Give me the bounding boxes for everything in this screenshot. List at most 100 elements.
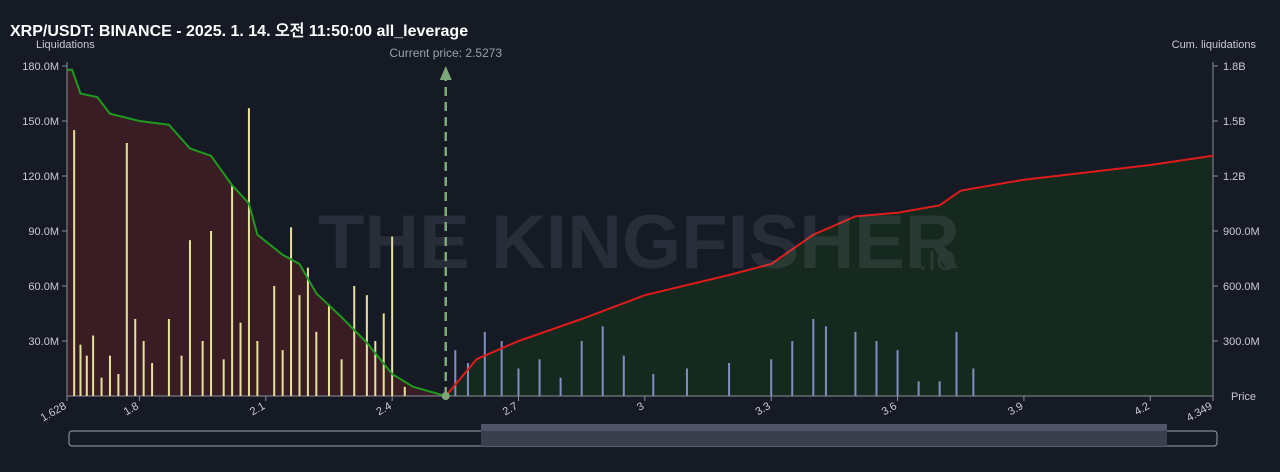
- bar: [559, 377, 562, 396]
- watermark-suffix: .io: [918, 237, 956, 278]
- scrollbar: [68, 424, 1218, 447]
- x-tick-label: 1.628: [39, 400, 69, 424]
- y2-tick-label: 1.8B: [1223, 61, 1246, 73]
- bar: [403, 386, 406, 396]
- bar: [247, 108, 250, 397]
- bar: [201, 341, 204, 396]
- bar: [728, 363, 731, 396]
- x-tick-label: 2.7: [501, 400, 520, 418]
- scroll-handle[interactable]: [481, 424, 1167, 431]
- x-tick-label: 3: [635, 400, 646, 413]
- bar: [239, 322, 242, 396]
- bar: [188, 240, 191, 396]
- current-price-arrow: [439, 66, 452, 80]
- watermark: THE KINGFISHER .io: [318, 200, 960, 285]
- bar: [791, 341, 794, 396]
- scroll-window[interactable]: [481, 431, 1167, 446]
- watermark-text: THE KINGFISHER: [318, 200, 960, 285]
- y2-tick-label: 1.2B: [1223, 171, 1246, 183]
- bar: [517, 368, 520, 396]
- bar: [955, 331, 958, 396]
- x-tick-label: 1.8: [122, 400, 141, 418]
- bar: [125, 143, 128, 396]
- x-tick-label: 4.2: [1132, 400, 1151, 418]
- bar: [685, 368, 688, 396]
- bar: [917, 381, 920, 396]
- bar: [151, 363, 154, 396]
- bar: [273, 286, 276, 396]
- x-tick-label: 3.6: [880, 400, 899, 418]
- y2-tick-label: 1.5B: [1223, 116, 1246, 128]
- bar: [210, 231, 213, 396]
- bar: [340, 359, 343, 396]
- bar: [167, 319, 170, 396]
- bar: [972, 368, 975, 396]
- bar: [85, 355, 88, 396]
- y-tick-label: 90.0M: [28, 226, 59, 238]
- bar: [391, 236, 394, 396]
- chart-title: XRP/USDT: BINANCE - 2025. 1. 14. 오전 11:5…: [10, 22, 468, 40]
- bar: [353, 286, 356, 396]
- bar: [365, 295, 368, 396]
- bar: [290, 227, 293, 396]
- y-tick-label: 180.0M: [22, 61, 59, 73]
- bar: [73, 130, 76, 396]
- y-tick-label: 150.0M: [22, 116, 59, 128]
- y2-tick-label: 300.0M: [1223, 336, 1260, 348]
- current-price-label: Current price: 2.5273: [389, 46, 502, 60]
- y2-tick-label: 900.0M: [1223, 226, 1260, 238]
- bar: [79, 344, 82, 396]
- bar: [500, 341, 503, 396]
- y2-tick-label: 600.0M: [1223, 281, 1260, 293]
- bar: [483, 331, 486, 396]
- bar: [117, 374, 120, 396]
- plot-area: [66, 62, 1214, 397]
- bar: [824, 326, 827, 396]
- current-price-dot: [441, 392, 450, 400]
- bar: [580, 341, 583, 396]
- bar: [315, 331, 318, 396]
- bar: [812, 319, 815, 396]
- x-axis-label: Price: [1231, 391, 1256, 403]
- bar: [770, 359, 773, 396]
- bar: [281, 350, 284, 396]
- bar: [306, 267, 309, 396]
- y-axis-label: Liquidations: [36, 39, 95, 51]
- bar: [601, 326, 604, 396]
- bar: [142, 341, 145, 396]
- x-tick-label: 2.1: [248, 400, 267, 418]
- bar: [100, 377, 103, 396]
- x-tick-label: 2.4: [374, 400, 393, 418]
- line: [67, 68, 447, 397]
- bar: [652, 374, 655, 396]
- y-tick-label: 120.0M: [22, 171, 59, 183]
- bar: [231, 185, 234, 396]
- x-tick-label: 3.3: [753, 400, 772, 418]
- bar: [222, 359, 225, 396]
- bar: [938, 381, 941, 396]
- bar: [454, 350, 457, 396]
- bar: [382, 313, 385, 396]
- bar: [622, 355, 625, 396]
- bar: [374, 341, 377, 396]
- bar: [298, 295, 301, 396]
- bar: [854, 331, 857, 396]
- bar: [108, 355, 111, 396]
- x-tick-label: 3.9: [1006, 400, 1025, 418]
- bar: [180, 355, 183, 396]
- bar: [896, 350, 899, 396]
- y-tick-label: 30.0M: [28, 336, 59, 348]
- x-tick-label: 4.349: [1185, 400, 1215, 424]
- bar: [134, 319, 137, 396]
- bar: [256, 341, 259, 396]
- bar: [875, 341, 878, 396]
- line: [445, 154, 1214, 397]
- bar: [466, 363, 469, 396]
- bar: [538, 359, 541, 396]
- area: [445, 155, 1214, 396]
- y-tick-label: 60.0M: [28, 281, 59, 293]
- y2-axis-label: Cum. liquidations: [1172, 39, 1257, 51]
- bar: [92, 335, 95, 396]
- bar: [327, 304, 330, 396]
